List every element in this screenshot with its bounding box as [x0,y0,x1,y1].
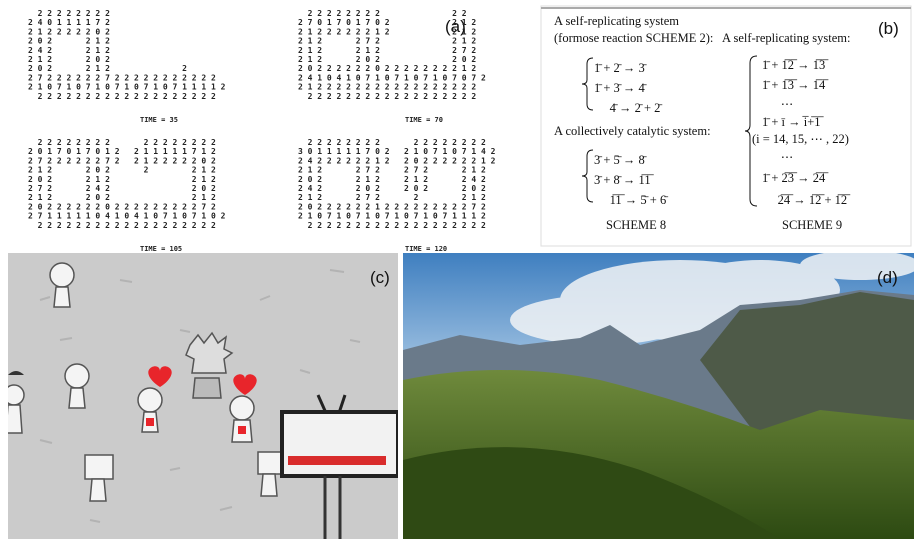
grid-row: 2 1 2 2 7 2 2 7 2 2 1 2 [298,166,486,175]
heading: A self-replicating system [554,14,679,28]
grid-row: 2 0 2 2 2 2 2 2 0 2 2 2 2 2 2 2 2 1 2 [298,64,476,73]
equation: 1̄ + 1̅2̅ → 1̅3̅ [762,58,829,72]
grid-row: 2 2 2 2 2 2 2 2 [28,9,110,18]
grid-row: 3 0 1 1 1 1 1 7 0 2 2 1 0 7 1 0 7 1 4 2 [298,147,496,156]
grid-row: 2 4 2 2 0 2 2 0 2 2 0 2 [298,184,486,193]
characters [8,262,283,502]
brace [581,57,594,111]
equation: 1̄ + 2̅3̅ → 2̅4̅ [762,171,829,185]
heading: A self-replicating system: [722,31,850,45]
sign [280,394,398,539]
caption: SCHEME 8 [606,218,666,232]
panel-label: (a) [445,17,466,36]
grid-row: 2 7 1 1 1 1 1 0 4 1 0 4 1 0 7 1 0 7 1 0 … [28,212,226,221]
equation: 3̄ + 5̄ → 8̄ [594,153,647,167]
grid-row: 2 7 2 2 2 2 2 2 7 2 2 1 2 2 2 2 2 0 2 [28,156,216,165]
panel-d: (d) [403,253,914,539]
grid-row: 2 2 2 2 2 2 2 2 2 2 2 2 2 2 2 2 2 2 2 [28,221,216,230]
grid-row: 2 1 2 2 2 2 2 2 2 2 2 2 2 2 2 2 2 2 2 [298,83,476,92]
grid-row: 2 1 2 2 2 2 2 0 2 [28,27,110,36]
panel-label: (c) [370,268,390,287]
grid-row: 2 1 2 2 0 2 2 0 2 [298,55,476,64]
grid-row: 2 1 2 2 0 2 2 1 2 [28,193,216,202]
grid-row: 2 2 2 2 2 2 2 2 2 2 2 2 2 2 2 2 2 2 2 [298,221,486,230]
grid-row: 2 4 2 2 1 2 [28,46,110,55]
grid-row: 2 1 2 2 2 2 2 2 1 2 2 1 2 [298,27,476,36]
panel-c: (c) [8,253,398,539]
caption: SCHEME 9 [782,218,842,232]
heading: (formose reaction SCHEME 2): [554,31,713,45]
panel-label: (d) [877,268,898,287]
grid-row: 2 7 2 2 2 2 2 2 7 2 2 2 2 2 2 2 2 2 2 2 [28,73,216,82]
grid-row: 2 2 2 2 2 2 2 2 2 2 2 2 2 2 2 2 2 2 [298,92,476,101]
grid-row: 2 0 1 7 0 1 7 0 1 2 2 1 1 1 1 1 7 1 2 [28,147,216,156]
equation: 4̄ → 2̄ + 2̄ [594,101,662,115]
grid-row: 2 1 0 7 1 0 7 1 0 7 1 0 7 1 0 7 1 1 1 1 … [28,83,226,92]
grid-row: 2 4 0 1 1 1 1 7 2 [28,18,110,27]
hat [8,371,24,375]
foreground [403,447,780,539]
grid-row: 2 1 2 2 1 2 2 7 2 [298,46,476,55]
grid-row: 2 0 2 2 1 2 [28,37,110,46]
equation: 1̄ + 2̄ → 3̄ [594,61,647,75]
grid-row: 2 1 0 7 1 0 7 1 0 7 1 0 7 1 0 7 1 1 1 2 [298,212,486,221]
time-caption: TIME = 105 [140,245,182,253]
panel-a: (a) 2 2 2 2 2 2 2 22 4 0 1 1 1 1 7 22 1 … [28,9,496,253]
grid-row: 2 1 2 2 7 2 2 1 2 [298,37,476,46]
time-caption: TIME = 35 [140,116,178,124]
equation: 1̄ + 3̄ → 4̄ [594,81,647,95]
grid-row: 2 4 1 0 4 1 0 7 1 0 7 1 0 7 1 0 7 0 7 2 [298,73,486,82]
grid-row: 2 2 2 2 2 2 2 2 2 2 [298,9,467,18]
equation: (i = 14, 15, ⋯ , 22) [752,132,849,146]
grid-row: 2 0 2 2 2 2 2 2 0 2 2 2 2 2 2 2 2 2 7 2 [28,202,216,211]
equation: 2̅4̅ → 1̅2̅ + 1̅2̅ [762,193,851,207]
heading: A collectively catalytic system: [554,124,711,138]
equation: ⋯ [762,97,793,111]
grid-row: 2 7 2 2 4 2 2 0 2 [28,184,216,193]
brace [581,149,594,203]
equation: 1̄ + 1̅3̅ → 1̅4̅ [762,78,829,92]
hearts [146,366,257,434]
equation: 1̅1̅ → 5̄ + 6̄ [594,193,668,207]
grid-row: 2 7 0 1 7 0 1 7 0 2 2 1 2 [298,18,476,27]
grid-row: 2 0 2 2 1 2 2 1 2 2 4 2 [298,175,486,184]
grid-row: 2 0 2 2 1 2 2 1 2 [28,175,216,184]
grid-row: 2 2 2 2 2 2 2 2 2 2 2 2 2 2 2 2 [28,138,216,147]
panel-frame [540,5,912,247]
equation: 1̄ + ī → i̅+̅1̅ [762,115,825,129]
time-caption: TIME = 70 [405,116,443,124]
grid-row: 2 1 2 2 0 2 [28,55,110,64]
ground-marks [39,269,361,523]
brace [744,55,758,207]
equation-list: 1̄ + 1̅2̅ → 1̅3̅ 1̄ + 1̅3̅ → 1̅4̅ ⋯ 1̄ + ī… [752,58,851,207]
grid-row: 2 2 2 2 2 2 2 2 2 2 2 2 2 2 2 2 2 2 2 [28,92,216,101]
grid-row: 2 4 2 2 2 2 2 2 1 2 2 0 2 2 2 2 2 2 1 2 [298,156,496,165]
grid-row: 2 0 2 2 1 2 2 [28,64,187,73]
panel-label: (b) [878,19,899,38]
grid-row: 2 2 2 2 2 2 2 2 2 2 2 2 2 2 2 2 [298,138,486,147]
equation: ⋯ [762,150,793,164]
time-caption: TIME = 120 [405,245,447,253]
grid-row: 2 1 2 2 7 2 2 2 1 2 [298,193,486,202]
grid-row: 2 0 2 2 2 2 2 2 1 2 2 2 2 2 2 2 2 2 7 2 [298,202,486,211]
grid-row: 2 1 2 2 0 2 2 2 1 2 [28,166,216,175]
panel-b: (b) A self-replicating system (formose r… [540,5,912,247]
equation: 3̄ + 8̄ → 1̅1̅ [594,173,655,187]
